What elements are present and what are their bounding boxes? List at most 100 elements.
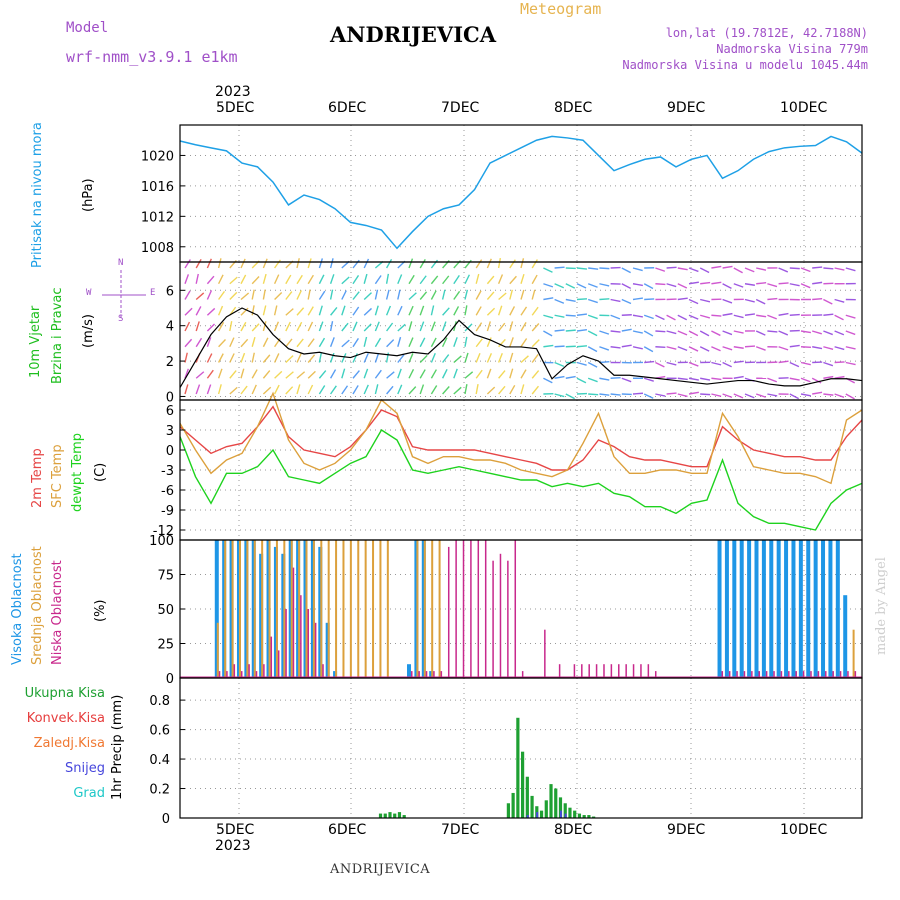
wind-arrow xyxy=(195,292,205,301)
wind-arrow xyxy=(318,305,323,316)
wind-arrow xyxy=(722,312,733,316)
wind-arrow xyxy=(520,258,525,269)
model-label: Model xyxy=(66,20,109,36)
wind-arrow xyxy=(800,377,811,383)
wind-arrow xyxy=(565,298,576,303)
wind-arrow xyxy=(543,267,553,273)
wind-arrow xyxy=(800,267,811,273)
pressure-tick-label: 1020 xyxy=(141,149,174,164)
precip-total-bar xyxy=(539,810,544,818)
wind-arrow xyxy=(374,289,379,300)
wind-arrow xyxy=(453,306,460,316)
wind-arrow xyxy=(296,274,303,285)
cloud-low-bar xyxy=(233,664,236,678)
wind-arrow xyxy=(352,306,360,316)
cloud-low-bar xyxy=(292,567,295,678)
precip-total-bar xyxy=(525,776,529,818)
lonlat-text: lon,lat (19.7812E, 42.7188N) xyxy=(665,26,868,40)
wind-arrow xyxy=(565,314,576,317)
cloud-tick-label: 100 xyxy=(149,534,174,549)
wind-arrow xyxy=(632,346,643,350)
wind-arrow xyxy=(789,393,799,400)
precip-total-bar xyxy=(535,806,539,818)
precip-legend-hail: Grad xyxy=(73,786,105,801)
wind-arrow xyxy=(217,274,224,285)
wind-arrow xyxy=(262,354,271,363)
wind-arrow xyxy=(576,283,587,289)
wind-arrow xyxy=(497,274,504,285)
wind-arrow xyxy=(823,346,834,350)
wind-arrow xyxy=(711,361,722,366)
wind-arrow xyxy=(229,321,233,332)
wind-arrow xyxy=(800,330,811,334)
cloud-low-bar xyxy=(728,671,731,678)
wind-arrow xyxy=(408,305,414,316)
wind-arrow xyxy=(655,361,665,368)
wind-arrow xyxy=(576,361,587,366)
cloud-high-bar xyxy=(214,540,219,678)
wind-arrow xyxy=(240,338,249,348)
precip-snow-bar xyxy=(559,810,562,818)
wind-arrow xyxy=(285,338,293,348)
wind-arrow xyxy=(621,344,632,348)
wind-arrow xyxy=(229,276,238,285)
cloud-tick-label: 25 xyxy=(157,638,174,653)
cloud-low-bar xyxy=(817,671,820,678)
wind-arrow xyxy=(800,346,812,349)
wind-arrow xyxy=(363,323,372,332)
wind-arrow xyxy=(318,274,325,285)
cloud-low-bar xyxy=(425,671,428,678)
wind-arrow xyxy=(778,282,789,285)
cloud-mid-bar xyxy=(275,540,278,678)
wind-arrow xyxy=(184,290,191,300)
wind-arrow xyxy=(520,355,529,364)
wind-arrow xyxy=(296,258,300,269)
cloud-low-bar xyxy=(477,540,480,678)
wind-arrow xyxy=(632,392,644,395)
cloud-mid-bar xyxy=(224,540,227,678)
wind-arrow xyxy=(229,337,235,348)
precip-frame xyxy=(179,677,863,819)
wind-arrow xyxy=(755,330,766,336)
wind-arrow xyxy=(823,393,834,396)
precip-total-bar xyxy=(549,784,553,818)
wind-arrow xyxy=(823,313,834,316)
wind-arrow xyxy=(800,361,811,366)
wind-arrow xyxy=(397,323,406,332)
cloud-low-bar xyxy=(411,671,413,678)
wind-arrow xyxy=(229,291,238,300)
top-day-5dec: 5DEC xyxy=(216,100,255,116)
wind-arrow xyxy=(812,330,822,335)
wind-arrow xyxy=(229,386,238,395)
wind-arrow xyxy=(195,321,200,332)
wind-arrow xyxy=(800,393,811,397)
wind-arrow xyxy=(812,266,823,269)
wind-arrow xyxy=(273,384,280,395)
wind-arrow xyxy=(486,307,496,316)
wind-arrow xyxy=(744,298,755,303)
cloud-mid-bar xyxy=(327,540,330,678)
wind-arrow xyxy=(845,361,856,366)
wind-arrow xyxy=(475,259,483,269)
wind-arrow xyxy=(206,353,213,363)
wind-arrow xyxy=(688,298,699,305)
wind-arrow xyxy=(509,321,514,332)
wind-arrow xyxy=(700,393,711,396)
wind-arrow xyxy=(296,307,305,316)
cloud-low-bar xyxy=(218,671,221,678)
wind-arrow xyxy=(397,289,401,300)
wind-arrow xyxy=(677,283,688,289)
wind-arrow xyxy=(789,361,800,368)
wind-arrow xyxy=(341,322,349,332)
wind-arrow xyxy=(318,290,326,300)
wind-arrow xyxy=(251,352,255,363)
top-day-8dec: 8DEC xyxy=(554,100,593,116)
wind-arrow xyxy=(486,321,491,332)
wind-arrow xyxy=(363,258,370,269)
wind-arrow xyxy=(441,289,446,300)
cloud-mid-bar xyxy=(379,540,382,678)
wind-arrow xyxy=(699,267,710,274)
wind-arrow xyxy=(464,384,468,395)
wind-arrow xyxy=(307,321,314,332)
wind-arrow xyxy=(554,283,565,289)
